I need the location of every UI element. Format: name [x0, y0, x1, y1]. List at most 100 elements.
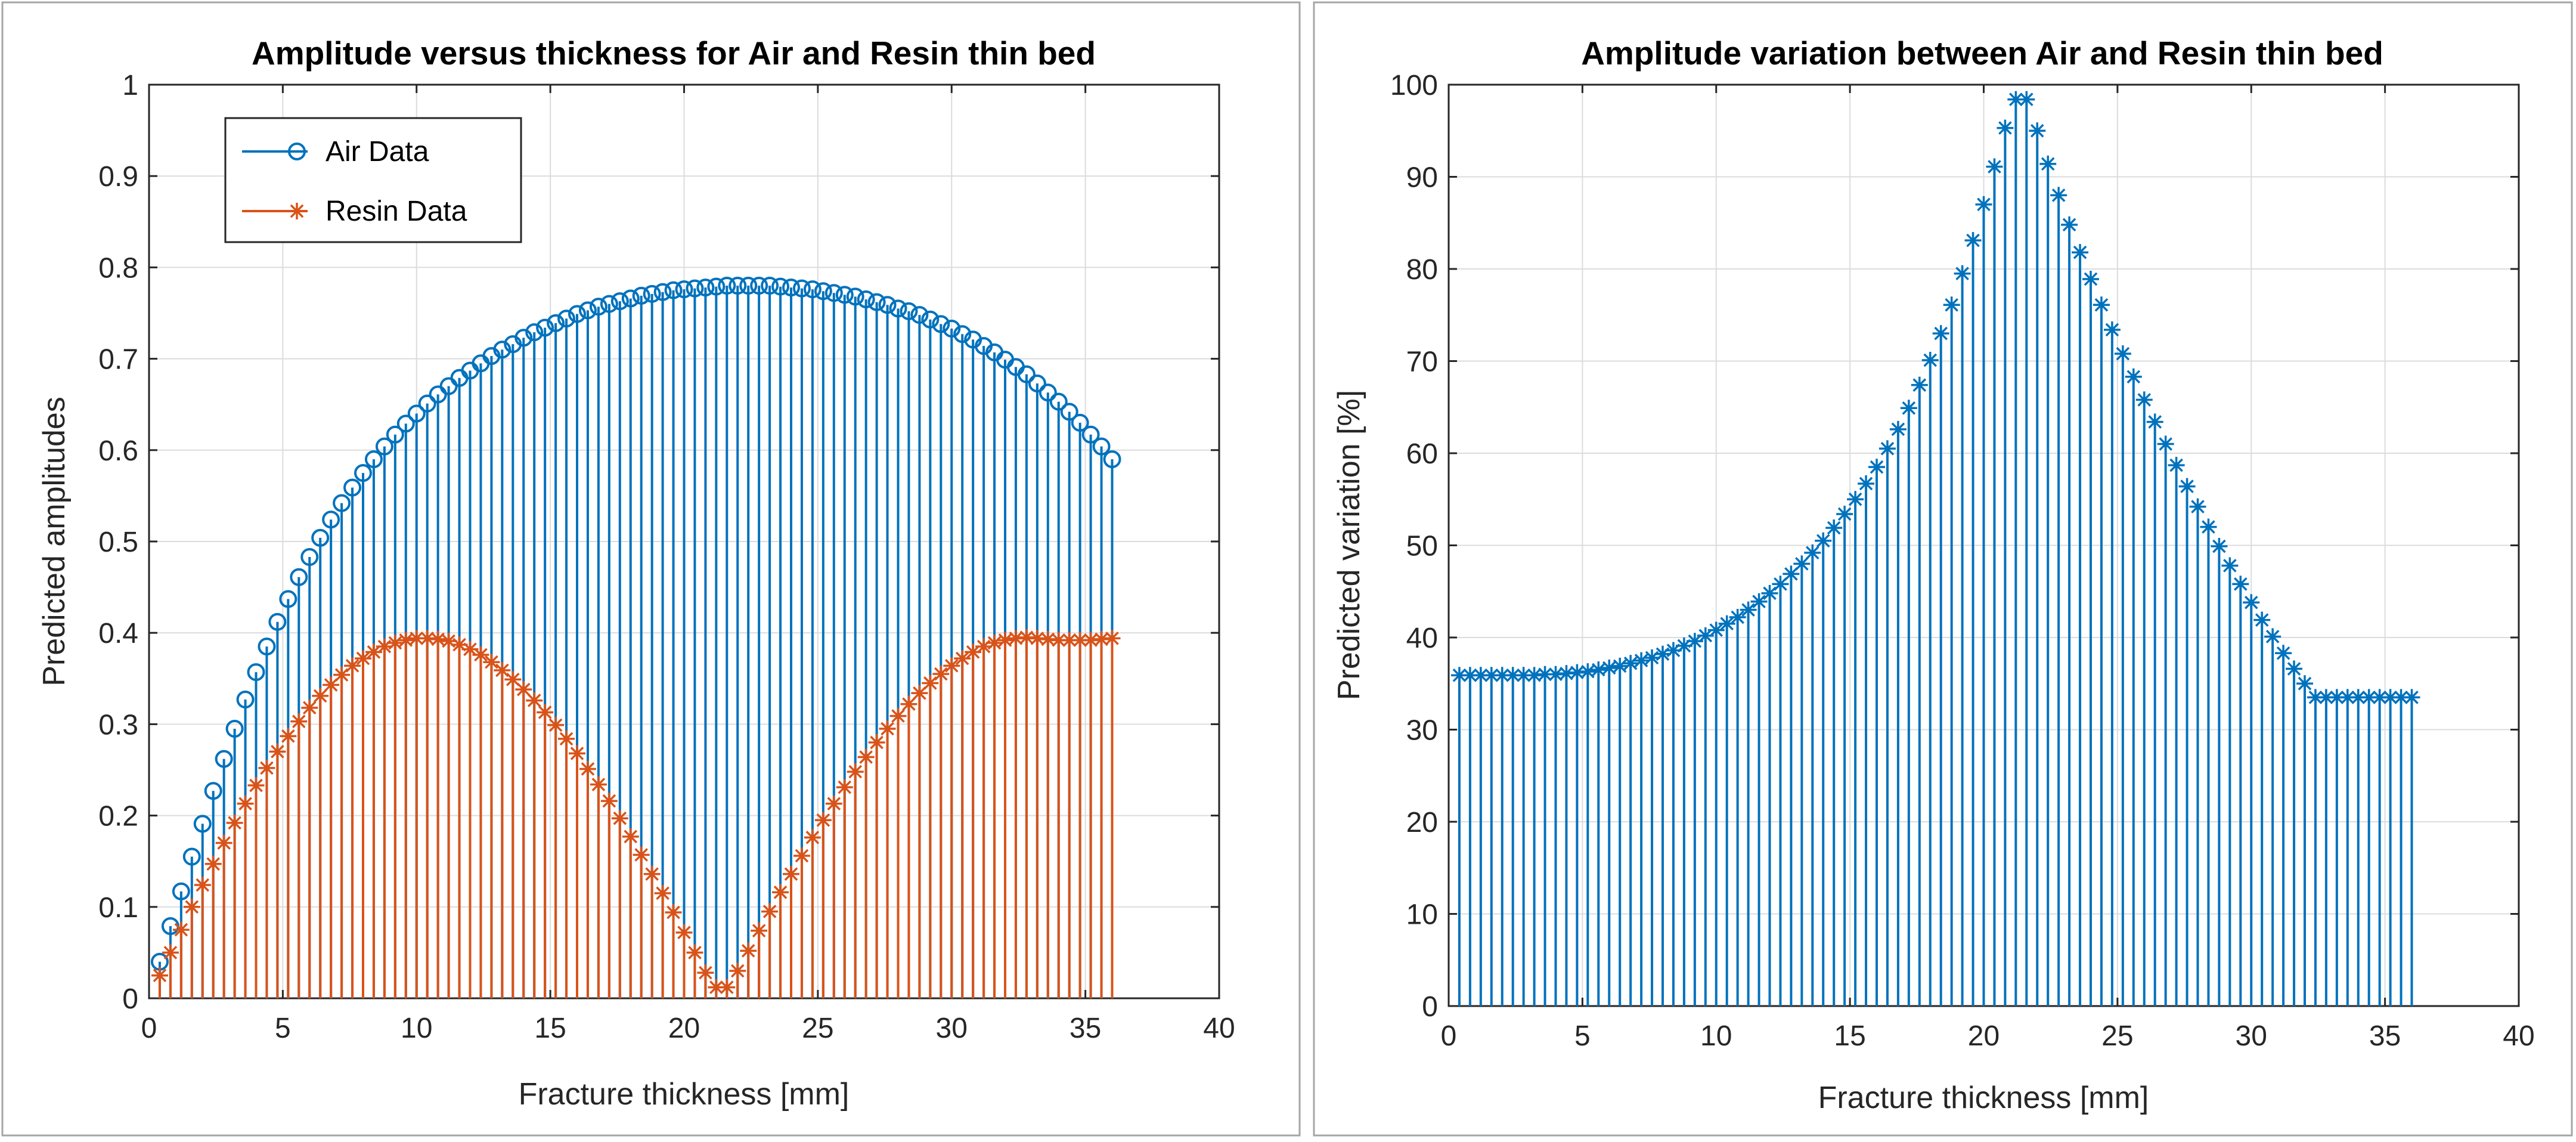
predicted-variation-asterisk-marker-stroke [2073, 245, 2087, 259]
air-data-circle-marker [1071, 413, 1089, 432]
predicted-variation-asterisk-marker [1783, 565, 1800, 583]
y-tick-label: 0.4 [98, 618, 138, 649]
resin-data-asterisk-marker [814, 812, 832, 829]
resin-data-asterisk-marker [483, 654, 500, 671]
resin-data-asterisk-marker [558, 730, 575, 747]
air-data-circle-marker [686, 279, 704, 298]
predicted-variation-asterisk-marker-stroke [2051, 188, 2066, 202]
resin-data-asterisk-marker-stroke [548, 718, 563, 732]
resin-data-asterisk-marker-stroke [431, 632, 445, 646]
predicted-variation-asterisk-marker-stroke [2126, 370, 2141, 384]
predicted-variation-asterisk-marker [1889, 420, 1907, 438]
predicted-variation-asterisk-marker-stroke [1474, 669, 1488, 682]
predicted-variation-asterisk-marker [1921, 351, 1939, 369]
predicted-variation-asterisk-marker-stroke [1602, 661, 1616, 675]
predicted-variation-asterisk-marker-stroke [1506, 669, 1520, 682]
predicted-variation-asterisk-marker-stroke [1613, 659, 1627, 673]
resin-data-asterisk-marker-stroke [1019, 630, 1034, 645]
resin-data-asterisk-marker [151, 967, 168, 984]
predicted-variation-asterisk-marker-stroke [2405, 691, 2419, 704]
resin-data-asterisk-marker [847, 763, 864, 781]
resin-data-asterisk-marker [975, 638, 993, 655]
y-tick-label: 50 [1406, 531, 1438, 562]
resin-data-asterisk-marker-stroke [1084, 633, 1098, 647]
resin-data-asterisk-marker-stroke [292, 714, 306, 729]
resin-data-asterisk-marker-stroke [838, 780, 852, 794]
predicted-variation-asterisk-marker-stroke [1581, 664, 1595, 679]
predicted-variation-asterisk-marker [2103, 321, 2121, 338]
predicted-variation-asterisk-marker [1601, 659, 1618, 676]
predicted-variation-asterisk-marker-stroke [1463, 669, 1477, 682]
air-data-circle-marker [729, 277, 747, 295]
resin-data-asterisk-marker [504, 671, 522, 688]
x-tick-label: 15 [1834, 1020, 1865, 1052]
resin-data-asterisk-marker [280, 728, 297, 745]
predicted-variation-asterisk-marker-stroke [2019, 92, 2033, 107]
resin-data-asterisk-marker [825, 795, 842, 812]
air-data-circle-marker [718, 277, 736, 295]
resin-data-asterisk-marker [675, 924, 693, 941]
predicted-variation-asterisk-marker-stroke [2169, 458, 2183, 472]
resin-data-asterisk-marker-stroke [260, 761, 274, 775]
resin-data-asterisk-marker-stroke [699, 965, 712, 980]
air-data-circle-marker [1060, 403, 1078, 421]
legend-resin-asterisk-stroke [290, 204, 304, 218]
x-axis-label: Fracture thickness [mm] [1818, 1081, 2149, 1115]
air-data-circle-marker [375, 437, 393, 456]
resin-data-asterisk-marker-stroke [228, 816, 241, 830]
air-data-circle-marker [792, 279, 811, 298]
predicted-variation-asterisk-marker-stroke [2009, 92, 2023, 107]
legend-resin-asterisk-marker [289, 203, 305, 219]
predicted-variation-asterisk-marker [1878, 440, 1896, 457]
air-data-circle-marker [750, 277, 768, 295]
resin-data-asterisk-marker-stroke [474, 648, 488, 662]
air-data-circle-marker [525, 323, 544, 342]
resin-data-asterisk-marker [204, 855, 222, 872]
resin-data-asterisk-marker-stroke [388, 636, 402, 650]
predicted-variation-asterisk-marker-stroke [1495, 669, 1509, 682]
predicted-variation-asterisk-marker-stroke [1923, 353, 1938, 367]
air-data-circle-marker [643, 284, 661, 303]
predicted-variation-asterisk-marker-stroke [1784, 567, 1798, 581]
predicted-variation-asterisk-marker [2157, 435, 2174, 453]
x-tick-label: 30 [936, 1013, 968, 1044]
resin-data-asterisk-marker-stroke [688, 946, 702, 960]
resin-data-asterisk-marker [290, 713, 308, 730]
predicted-variation-asterisk-marker-stroke [1484, 669, 1499, 682]
resin-data-asterisk-marker-stroke [720, 980, 734, 994]
predicted-variation-asterisk-marker [1815, 532, 1832, 549]
air-data-circle-marker [236, 691, 255, 709]
resin-data-asterisk-marker-stroke [538, 705, 552, 719]
y-tick-label: 0 [1422, 991, 1438, 1023]
resin-data-asterisk-marker [1018, 629, 1035, 646]
air-data-circle-marker [824, 284, 843, 302]
resin-data-asterisk-marker-stroke [313, 689, 327, 703]
chart-title: Amplitude versus thickness for Air and R… [252, 35, 1096, 72]
resin-data-asterisk-marker-stroke [923, 676, 937, 690]
predicted-variation-asterisk-marker [1750, 593, 1768, 610]
resin-data-asterisk-marker [868, 734, 885, 751]
air-data-circle-marker [739, 277, 758, 295]
air-data-circle-marker [803, 280, 822, 299]
resin-data-asterisk-marker-stroke [420, 632, 435, 645]
predicted-variation-asterisk-marker-stroke [1688, 634, 1702, 648]
predicted-variation-asterisk-marker [2018, 91, 2035, 108]
predicted-variation-asterisk-marker [1932, 325, 1949, 342]
legend-box [224, 117, 522, 243]
y-tick-label: 0.1 [98, 892, 138, 924]
predicted-variation-asterisk-marker-stroke [2319, 691, 2333, 704]
resin-data-asterisk-marker-stroke [174, 923, 188, 937]
predicted-variation-asterisk-marker-stroke [1763, 586, 1777, 601]
air-data-circle-marker [364, 450, 383, 469]
predicted-variation-asterisk-marker [1461, 667, 1478, 684]
predicted-variation-asterisk-marker-stroke [1945, 298, 1958, 312]
predicted-variation-asterisk-marker-stroke [1934, 326, 1948, 341]
resin-data-asterisk-marker-stroke [271, 745, 284, 759]
air-data-circle-marker [1081, 425, 1100, 444]
predicted-variation-asterisk-marker-stroke [2084, 272, 2098, 286]
predicted-variation-asterisk-marker-stroke [1517, 669, 1530, 682]
air-data-circle-marker [910, 306, 929, 324]
predicted-variation-asterisk-marker [2093, 296, 2110, 314]
resin-data-asterisk-marker [622, 828, 639, 845]
y-tick-label: 80 [1406, 254, 1438, 286]
